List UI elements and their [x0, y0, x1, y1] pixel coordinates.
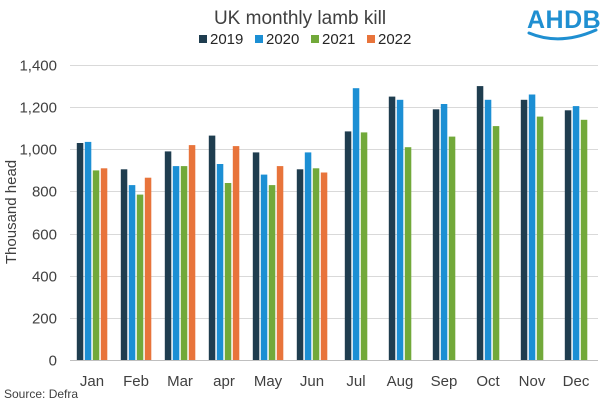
ahdb-logo-text: AHDB: [527, 6, 601, 34]
bar-2021-may: [268, 185, 276, 360]
y-axis-label: Thousand head: [3, 160, 20, 264]
bar-2020-oct: [484, 99, 492, 361]
bar-2021-aug: [404, 147, 412, 360]
bar-2019-jun: [296, 169, 304, 360]
legend-label: 2021: [322, 31, 355, 48]
bar-2021-jan: [92, 170, 100, 360]
y-tick-label: 800: [32, 184, 57, 201]
legend: 2019 2020 2021 2022: [199, 31, 411, 48]
bar-2022-jan: [100, 168, 108, 361]
x-tick-label: Jan: [80, 373, 104, 390]
bars: [76, 86, 588, 361]
legend-swatch-2021: [311, 35, 319, 43]
x-tick-label: Sep: [431, 373, 458, 390]
bar-2019-nov: [520, 99, 528, 361]
legend-swatch-2020: [255, 35, 263, 43]
bar-2019-mar: [164, 151, 172, 360]
x-tick-label: Aug: [387, 373, 414, 390]
bar-2022-may: [276, 166, 284, 360]
bar-2021-dec: [580, 119, 588, 360]
bar-2020-sep: [440, 104, 448, 360]
logo-swoosh-icon: [527, 28, 598, 41]
x-tick-label: Jun: [300, 373, 324, 390]
bar-2020-feb: [128, 185, 136, 360]
bar-2020-nov: [528, 94, 536, 360]
bar-2021-nov: [536, 116, 544, 360]
bar-2019-aug: [388, 96, 396, 360]
x-tick-label: apr: [213, 373, 235, 390]
bar-2021-sep: [448, 136, 456, 360]
bar-2021-apr: [224, 183, 232, 360]
bar-2019-dec: [564, 110, 572, 360]
legend-swatch-2019: [199, 35, 207, 43]
bar-2022-mar: [188, 145, 196, 360]
x-tick-label: Nov: [519, 373, 546, 390]
bar-2020-aug: [396, 99, 404, 361]
bar-2019-sep: [432, 109, 440, 361]
legend-label: 2019: [210, 31, 243, 48]
y-axis-ticks: 0 200 400 600 800 1,000 1,200 1,400: [19, 58, 57, 370]
x-tick-label: Feb: [123, 373, 149, 390]
y-tick-label: 600: [32, 227, 57, 244]
x-tick-label: Dec: [563, 373, 590, 390]
bar-2021-feb: [136, 194, 144, 360]
bar-2021-jun: [312, 168, 320, 361]
chart-title: UK monthly lamb kill: [214, 8, 386, 29]
ahdb-logo: AHDB: [527, 6, 601, 41]
x-tick-label: May: [254, 373, 283, 390]
bar-2020-jan: [84, 141, 92, 360]
y-tick-label: 400: [32, 269, 57, 286]
bar-2019-apr: [208, 135, 216, 360]
y-tick-label: 200: [32, 311, 57, 328]
bar-2021-jul: [360, 132, 368, 360]
bar-2020-mar: [172, 166, 180, 360]
gridlines: [70, 65, 598, 319]
bar-2019-jul: [344, 131, 352, 360]
x-tick-label: Jul: [346, 373, 365, 390]
bar-2022-jun: [320, 172, 328, 360]
legend-label: 2020: [266, 31, 299, 48]
legend-label: 2022: [378, 31, 411, 48]
bar-2020-may: [260, 174, 268, 360]
bar-2020-jul: [352, 88, 360, 360]
bar-2019-jan: [76, 143, 84, 360]
bar-2022-feb: [144, 177, 152, 360]
source-note: Source: Defra: [4, 387, 78, 401]
bar-2019-may: [252, 152, 260, 360]
bar-2021-mar: [180, 166, 188, 360]
x-tick-label: Oct: [476, 373, 500, 390]
bar-2019-oct: [476, 86, 484, 360]
legend-swatch-2022: [367, 35, 375, 43]
bar-2019-feb: [120, 169, 128, 360]
y-tick-label: 1,000: [19, 142, 57, 159]
bar-2021-oct: [492, 126, 500, 360]
y-tick-label: 1,200: [19, 100, 57, 117]
x-tick-label: Mar: [167, 373, 193, 390]
y-tick-label: 0: [49, 353, 57, 370]
x-axis-ticks: Jan Feb Mar apr May Jun Jul Aug Sep Oct Nov Dec: [80, 373, 590, 390]
bar-2020-jun: [304, 152, 312, 360]
bar-2020-apr: [216, 164, 224, 360]
y-tick-label: 1,400: [19, 58, 57, 75]
bar-2020-dec: [572, 106, 580, 360]
bar-2022-apr: [232, 146, 240, 360]
